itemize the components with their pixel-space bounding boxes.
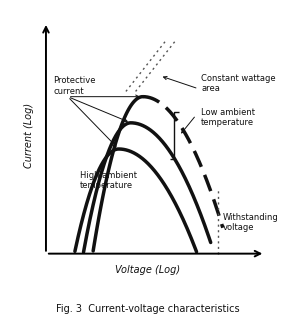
Text: Low ambient
temperature: Low ambient temperature (201, 108, 255, 127)
Text: High ambient
temperature: High ambient temperature (80, 171, 137, 190)
Text: Withstanding
voltage: Withstanding voltage (223, 213, 279, 232)
Text: Current (Log): Current (Log) (24, 103, 34, 168)
Text: Fig. 3  Current-voltage characteristics: Fig. 3 Current-voltage characteristics (56, 304, 240, 314)
Text: Protective
current: Protective current (53, 76, 96, 96)
Text: Voltage (Log): Voltage (Log) (115, 265, 180, 275)
Text: Constant wattage
area: Constant wattage area (201, 74, 276, 93)
